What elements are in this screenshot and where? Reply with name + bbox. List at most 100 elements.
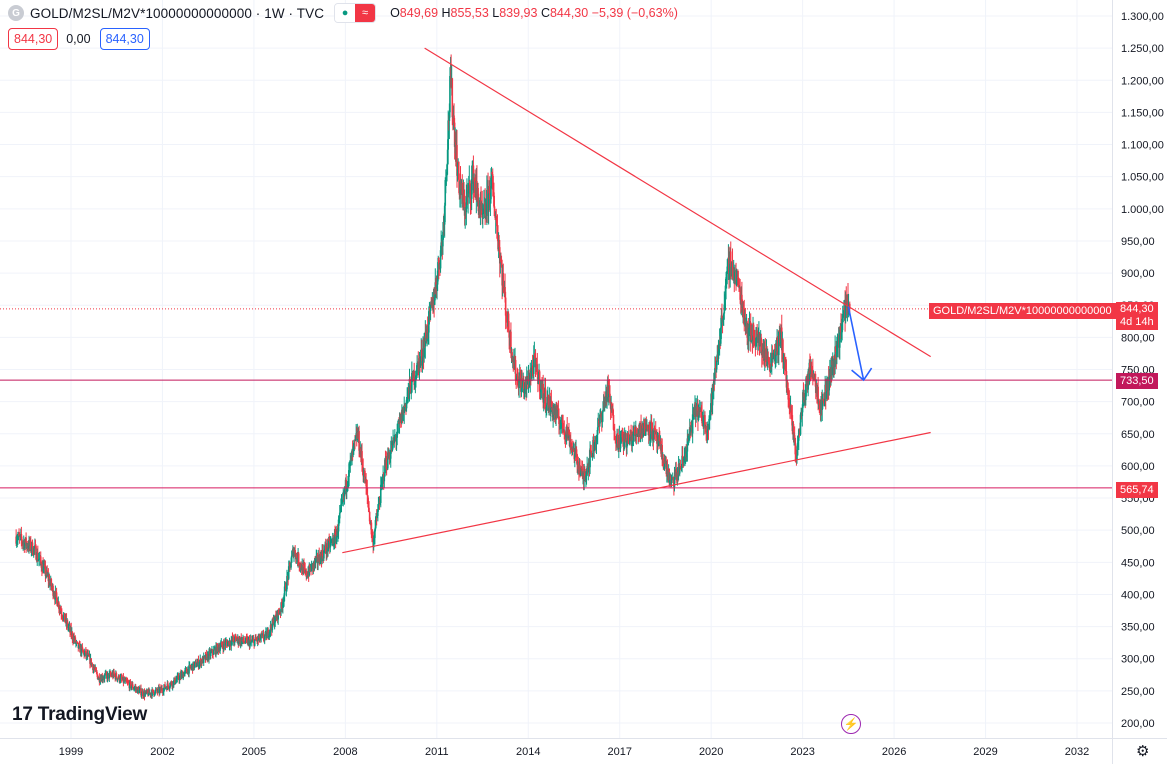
price-tick-label: 700,00 <box>1121 397 1155 409</box>
candle-body <box>681 455 684 458</box>
ask-box[interactable]: 844,30 <box>99 28 150 50</box>
candle-body <box>361 451 363 464</box>
candle-body <box>126 681 128 683</box>
candle-body <box>389 458 391 460</box>
candle-body <box>58 602 60 610</box>
candle-body <box>285 589 288 591</box>
wave-icon[interactable]: ≈ <box>355 4 376 22</box>
candle-body <box>847 294 849 306</box>
candle-body <box>250 641 253 643</box>
candle-body <box>446 149 449 165</box>
candle-body <box>18 533 20 536</box>
candle-body <box>647 429 649 432</box>
candle-body <box>532 355 535 374</box>
candle-body <box>351 450 353 462</box>
candle-body <box>626 432 629 441</box>
candle-body <box>776 339 778 352</box>
candle-body <box>184 670 186 673</box>
tradingview-wordmark: TradingView <box>37 704 148 725</box>
candle-body <box>369 521 372 524</box>
candle-body <box>536 364 539 375</box>
candle-body <box>246 638 248 640</box>
candle-body <box>791 415 794 431</box>
candle-body <box>453 122 456 147</box>
candle-body <box>728 257 730 275</box>
candle-body <box>289 563 291 565</box>
candle-body <box>64 621 67 623</box>
candle-body <box>50 578 53 587</box>
candle-body <box>445 178 447 181</box>
candle-body <box>245 637 248 639</box>
candle-body <box>666 468 669 478</box>
high-value: 855,53 <box>450 6 489 20</box>
candle-body <box>783 357 786 367</box>
candle-body <box>540 388 542 393</box>
candle-body <box>447 120 449 150</box>
candle-body <box>410 392 413 394</box>
lightning-icon[interactable]: ⚡ <box>841 714 861 734</box>
candle-body <box>47 574 50 582</box>
candle-body <box>297 553 300 565</box>
candle-body <box>205 654 207 660</box>
dot-icon[interactable]: ● <box>335 4 356 22</box>
candle-body <box>803 396 805 400</box>
candle-body <box>687 435 690 442</box>
candle-body <box>583 473 586 477</box>
candle-body <box>129 681 131 689</box>
candle-body <box>706 430 709 433</box>
candle-body <box>771 352 774 360</box>
candle-body <box>396 423 399 434</box>
candle-body <box>477 187 479 201</box>
candle-body <box>259 634 261 640</box>
candle-body <box>91 663 94 666</box>
candle-body <box>290 555 293 563</box>
candle-body <box>286 576 288 590</box>
candle-body <box>823 401 825 405</box>
candle-body <box>841 318 843 333</box>
candle-body <box>62 615 65 619</box>
candle-body <box>255 637 257 640</box>
candle-body <box>683 458 685 461</box>
candle-body <box>376 515 379 518</box>
candle-body <box>20 533 23 540</box>
candle-body <box>562 422 564 432</box>
tradingview-logo[interactable]: 17 TradingView <box>12 704 147 726</box>
candle-body <box>674 475 676 477</box>
candle-body <box>273 622 276 626</box>
candle-body <box>786 383 789 389</box>
price-tick-label: 250,00 <box>1121 686 1155 698</box>
gear-icon[interactable]: ⚙ <box>1136 743 1150 760</box>
candle-body <box>416 362 418 376</box>
candle-body <box>80 646 83 654</box>
time-tick-label: 2026 <box>882 746 906 758</box>
candle-body <box>70 627 73 636</box>
candle-body <box>372 538 375 548</box>
candle-body <box>168 686 171 689</box>
candle-body <box>579 473 582 476</box>
candle-body <box>63 613 66 622</box>
candle-body <box>138 690 141 694</box>
candle-body <box>722 318 724 323</box>
time-tick-label: 2017 <box>607 746 631 758</box>
candle-body <box>612 408 614 416</box>
candle-body <box>482 212 485 214</box>
candle-body <box>837 342 839 346</box>
candle-body <box>329 542 332 548</box>
candle-body <box>805 384 807 401</box>
candle-body <box>378 502 381 504</box>
candle-body <box>752 324 755 337</box>
candle-body <box>174 682 177 684</box>
bid-box[interactable]: 844,30 <box>8 28 59 50</box>
candle-body <box>296 554 298 558</box>
candle-body <box>676 472 679 480</box>
candle-body <box>216 644 219 654</box>
candle-body <box>275 614 277 617</box>
time-tick-label: 2023 <box>790 746 814 758</box>
symbol-title[interactable]: GOLD/M2SL/M2V*10000000000000 · 1W · TVC <box>30 5 325 21</box>
candle-body <box>558 418 560 425</box>
candle-body <box>141 691 144 696</box>
candle-body <box>180 673 183 678</box>
candle-body <box>743 312 746 326</box>
